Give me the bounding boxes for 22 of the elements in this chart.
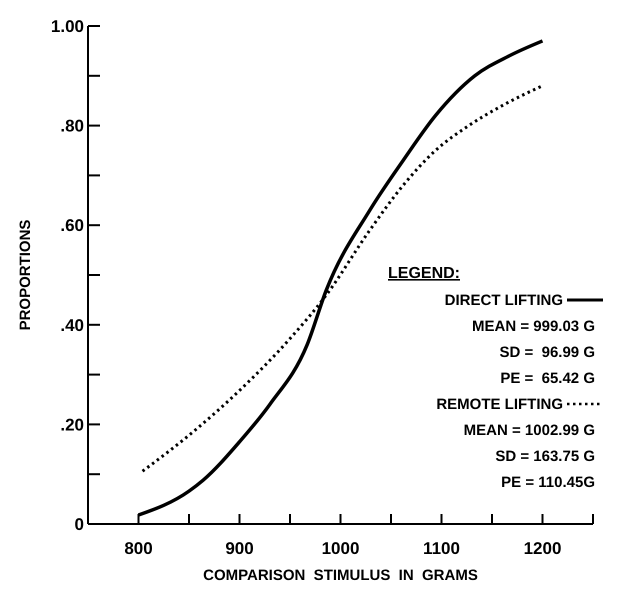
annotation: SD = 96.99 G: [500, 344, 595, 361]
x-tick-label: 800: [124, 539, 153, 558]
legend-title: LEGEND:: [388, 265, 460, 282]
annotation: MEAN = 1002.99 G: [464, 422, 595, 439]
y-tick-label: .60: [60, 216, 84, 236]
legend-label: DIRECT LIFTING: [444, 292, 563, 309]
x-axis-title: COMPARISON STIMULUS IN GRAMS: [203, 567, 478, 584]
y-tick-label: 0: [74, 515, 84, 534]
y-tick-label: .80: [60, 116, 84, 136]
x-tick-label: 1100: [423, 539, 460, 558]
y-tick-label: .20: [60, 415, 84, 434]
x-tick-label: 1000: [322, 539, 360, 558]
x-tick-label: 900: [225, 539, 254, 558]
annotation: PE = 110.45G: [501, 474, 595, 491]
annotation: PE = 65.42 G: [500, 370, 595, 387]
y-axis-title: PROPORTIONS: [17, 220, 34, 330]
annotation: MEAN = 999.03 G: [472, 318, 595, 335]
x-tick-label: 1200: [524, 539, 562, 558]
y-tick-label: 1.00: [50, 17, 84, 36]
annotation: SD = 163.75 G: [495, 448, 595, 465]
y-tick-label: .40: [60, 316, 84, 335]
legend-label: REMOTE LIFTING: [436, 396, 563, 413]
